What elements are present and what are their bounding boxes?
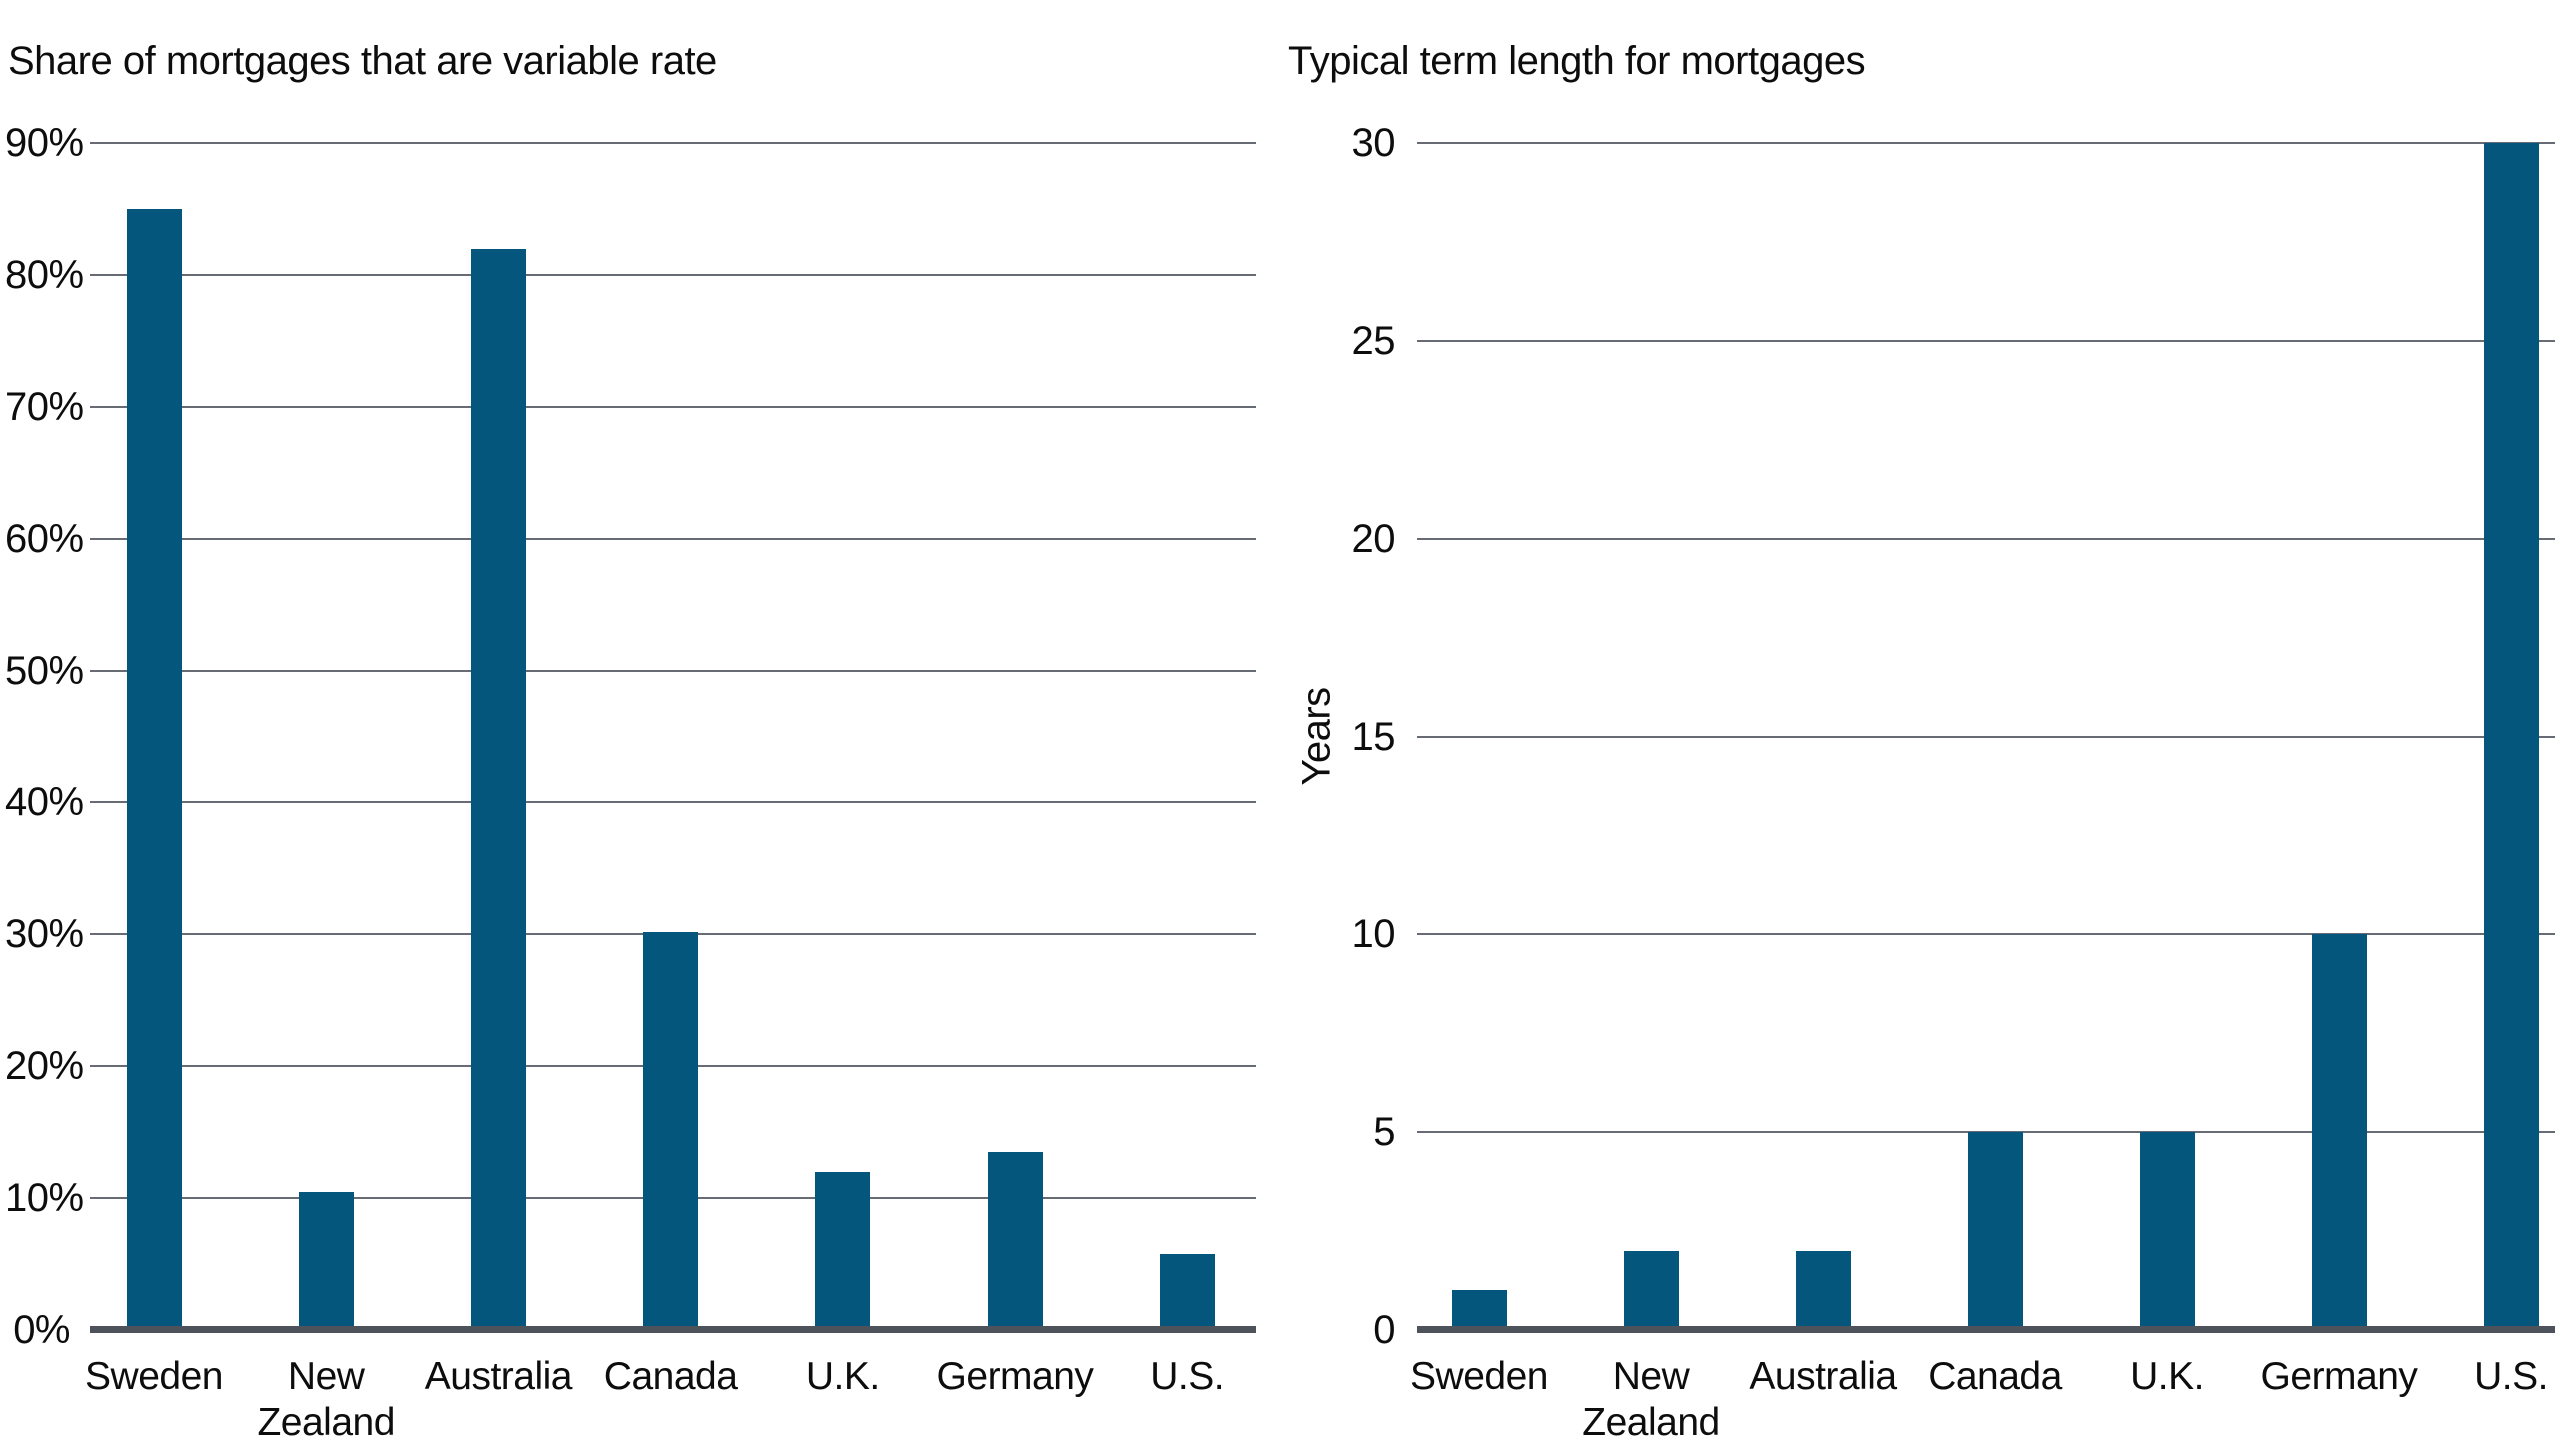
- gridline: [90, 273, 1256, 276]
- gridline: [1417, 142, 2555, 144]
- bar-sweden: [126, 208, 182, 1330]
- gridline: [1417, 933, 2555, 936]
- category-label: New Zealand: [1582, 1355, 1720, 1440]
- category-label: U.K.: [805, 1355, 880, 1398]
- bar-new-zealand: [1623, 1250, 1679, 1330]
- gridline: [90, 405, 1256, 408]
- right-chart-title: Typical term length for mortgages: [1288, 39, 1866, 84]
- y-tick-label: 40%: [5, 780, 84, 825]
- y-tick-label: 50%: [5, 648, 84, 693]
- y-tick-label: 80%: [5, 252, 84, 297]
- category-label: Canada: [603, 1355, 738, 1398]
- gridline: [1417, 537, 2555, 540]
- bar-u-s: [2483, 143, 2539, 1330]
- y-tick-label: 0%: [13, 1308, 70, 1352]
- gridline: [90, 142, 1256, 144]
- bar-australia: [1795, 1250, 1851, 1330]
- category-label: Germany: [2260, 1355, 2418, 1398]
- bar-sweden: [1451, 1290, 1507, 1330]
- right-chart-plot-area: 0 5 10 15 20 25 30 Sweden New Zealand Australia Ca…: [1352, 121, 2555, 1440]
- y-tick-label: 30%: [5, 912, 84, 957]
- category-label: Australia: [424, 1355, 573, 1398]
- category-label: U.S.: [2474, 1355, 2548, 1398]
- y-tick-label: 5: [1373, 1110, 1395, 1155]
- category-label: Germany: [936, 1355, 1094, 1398]
- gridline: [1417, 339, 2555, 342]
- bar-u-k: [815, 1171, 871, 1330]
- gridline: [90, 669, 1256, 672]
- x-axis-baseline: [90, 1326, 1256, 1333]
- y-tick-label: 90%: [5, 121, 84, 165]
- gridline: [90, 537, 1256, 540]
- y-tick-label: 20: [1351, 516, 1396, 561]
- y-tick-label: 70%: [5, 384, 84, 429]
- bar-u-s: [1159, 1253, 1215, 1330]
- y-tick-label: 10: [1351, 912, 1396, 957]
- category-label: Sweden: [1410, 1355, 1548, 1398]
- gridline: [90, 801, 1256, 804]
- bar-germany: [2311, 934, 2367, 1330]
- category-label: U.K.: [2130, 1355, 2204, 1398]
- left-chart-title: Share of mortgages that are variable rat…: [8, 39, 717, 84]
- gridline: [1417, 735, 2555, 738]
- category-label: U.S.: [1150, 1355, 1225, 1398]
- bar-u-k: [2139, 1132, 2195, 1330]
- y-tick-label: 15: [1351, 714, 1396, 759]
- bar-australia: [470, 248, 526, 1330]
- bar-germany: [987, 1151, 1043, 1330]
- y-tick-label: 60%: [5, 516, 84, 561]
- gridline: [1417, 1131, 2555, 1134]
- x-axis-baseline: [1417, 1326, 2555, 1333]
- category-label: Australia: [1749, 1355, 1897, 1398]
- y-tick-label: 10%: [5, 1176, 84, 1221]
- y-tick-label: 30: [1351, 121, 1396, 165]
- category-label: Sweden: [85, 1355, 223, 1398]
- y-tick-label: 25: [1351, 318, 1396, 363]
- y-tick-label: 20%: [5, 1044, 84, 1089]
- y-tick-label: 0: [1373, 1308, 1395, 1352]
- left-chart-plot-area: 0% 10% 20% 30% 40% 50% 60% 70% 80% 90% Sweden New Z…: [5, 121, 1256, 1440]
- bar-canada: [643, 931, 699, 1330]
- category-label: New Zealand: [257, 1355, 395, 1440]
- bar-new-zealand: [298, 1191, 354, 1330]
- bar-canada: [1967, 1132, 2023, 1330]
- category-label: Canada: [1928, 1355, 2062, 1398]
